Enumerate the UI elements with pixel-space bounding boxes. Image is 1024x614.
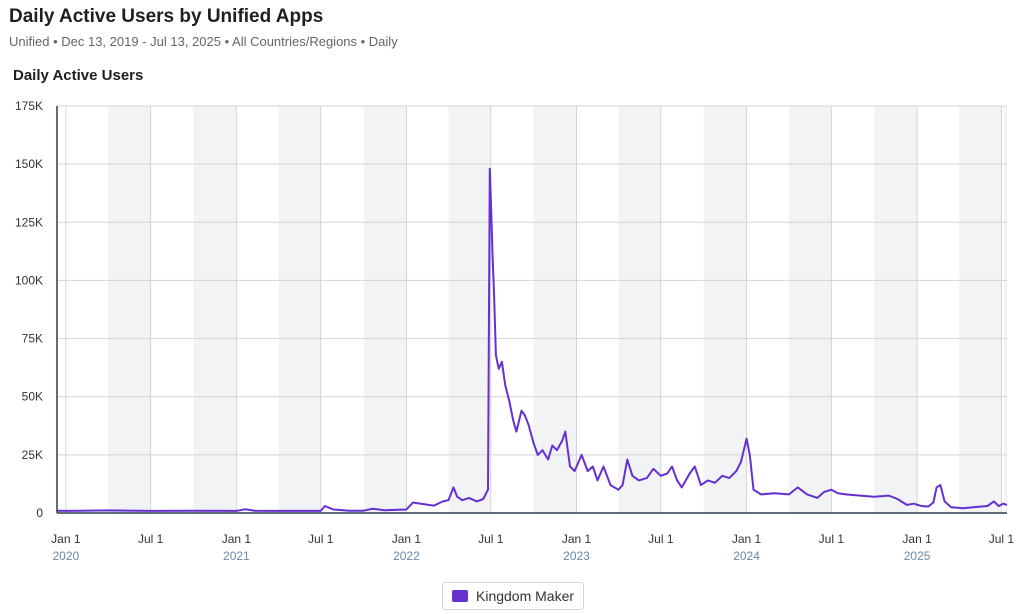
band	[448, 106, 491, 513]
horizontal-gridlines	[57, 105, 1007, 456]
x-tick-label: Jul 1	[308, 532, 334, 546]
band	[788, 106, 832, 513]
series-line	[56, 167, 1008, 512]
page-title: Daily Active Users by Unified Apps	[9, 6, 324, 27]
x-tick-label: Jul 1	[989, 532, 1015, 546]
y-axis-tick-labels: 0 25K 50K 75K 100K 125K 150K 175K	[15, 99, 43, 520]
y-tick-label: 150K	[15, 157, 43, 171]
band	[959, 106, 1002, 513]
band	[278, 106, 321, 513]
x-axis-tick-labels: Jan 1 2020 Jul 1 Jan 1 2021 Jul 1 Jan 1 2022 Jul…	[51, 532, 1014, 563]
vertical-gridlines	[65, 106, 1002, 513]
band	[108, 106, 151, 513]
x-tick-label: Jan 1	[562, 532, 592, 546]
x-tick-label: Jan 1	[222, 532, 252, 546]
legend-swatch	[452, 590, 468, 602]
page-subtitle: Unified • Dec 13, 2019 - Jul 13, 2025 • …	[9, 34, 398, 49]
x-tick-label: Jul 1	[138, 532, 164, 546]
band	[703, 106, 747, 513]
x-tick-year-label: 2020	[53, 549, 80, 563]
band	[363, 106, 407, 513]
x-tick-year-label: 2021	[223, 549, 250, 563]
x-tick-label: Jul 1	[819, 532, 845, 546]
x-tick-year-label: 2024	[733, 549, 760, 563]
y-tick-label: 25K	[22, 448, 43, 462]
x-tick-label: Jul 1	[478, 532, 504, 546]
x-tick-year-label: 2022	[393, 549, 420, 563]
y-tick-label: 50K	[22, 390, 43, 404]
band	[874, 106, 918, 513]
legend-label: Kingdom Maker	[476, 588, 575, 604]
chart-section-title: Daily Active Users	[13, 67, 144, 84]
x-tick-label: Jan 1	[902, 532, 932, 546]
half-year-bands	[108, 106, 1007, 513]
x-tick-label: Jan 1	[732, 532, 762, 546]
x-tick-label: Jul 1	[648, 532, 674, 546]
x-tick-year-label: 2023	[563, 549, 590, 563]
x-tick-year-label: 2025	[904, 549, 931, 563]
series-layer	[56, 167, 1008, 512]
y-tick-label: 175K	[15, 99, 43, 113]
y-tick-label: 125K	[15, 215, 43, 229]
legend-item[interactable]: Kingdom Maker	[442, 582, 585, 610]
y-tick-label: 75K	[22, 332, 43, 346]
band	[533, 106, 577, 513]
y-tick-label: 0	[36, 506, 43, 520]
x-tick-label: Jan 1	[51, 532, 81, 546]
band	[193, 106, 237, 513]
y-tick-label: 100K	[15, 273, 43, 287]
band	[618, 106, 661, 513]
daily-active-users-chart[interactable]: 0 25K 50K 75K 100K 125K 150K 175K Jan 1 2020 Jul …	[0, 92, 1024, 572]
x-tick-label: Jan 1	[392, 532, 422, 546]
axes-layer	[56, 106, 1007, 514]
band	[1004, 106, 1007, 513]
